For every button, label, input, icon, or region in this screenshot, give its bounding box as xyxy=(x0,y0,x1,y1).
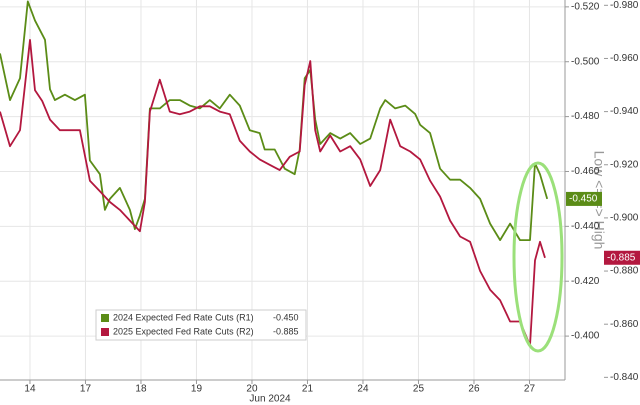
y-tick-label: -0.420 xyxy=(571,276,600,287)
y-tick-label: -0.460 xyxy=(571,166,600,177)
y-tick-label: -0.400 xyxy=(571,331,600,342)
x-tick-label: 21 xyxy=(302,384,314,395)
last-value-tag xyxy=(566,191,602,206)
y2-tick-label: -0.920 xyxy=(610,159,639,170)
x-axis-label: Jun 2024 xyxy=(249,394,291,405)
legend-swatch xyxy=(101,314,109,322)
y-tick-label: -0.520 xyxy=(571,1,600,12)
y-tick-label: -0.440 xyxy=(571,221,600,232)
y2-tick-label: -0.880 xyxy=(610,266,639,277)
legend xyxy=(95,309,307,341)
legend-value: -0.450 xyxy=(273,312,299,322)
x-tick-label: 14 xyxy=(24,384,36,395)
legend-value: -0.885 xyxy=(273,326,299,336)
y2-tick-label: -0.940 xyxy=(610,106,639,117)
y2-tick-label: -0.900 xyxy=(610,213,639,224)
x-tick-label: 17 xyxy=(80,384,92,395)
x-tick-label: 18 xyxy=(135,384,147,395)
x-tick-label: 27 xyxy=(524,384,536,395)
x-tick-label: 24 xyxy=(357,384,369,395)
legend-label: 2025 Expected Fed Rate Cuts (R2) xyxy=(113,326,254,336)
series-line xyxy=(0,0,549,242)
y-tick-label: -0.480 xyxy=(571,111,600,122)
y2-tick-label: -0.860 xyxy=(610,319,639,330)
last-value-tag xyxy=(604,250,640,265)
x-tick-label: 20 xyxy=(246,384,258,395)
legend-label: 2024 Expected Fed Rate Cuts (R1) xyxy=(113,312,254,322)
last-value-label: -0.450 xyxy=(569,194,598,205)
y2-tick-label: -0.960 xyxy=(610,53,639,64)
plot xyxy=(0,0,549,347)
highlight-ellipse xyxy=(512,161,564,353)
series-line xyxy=(0,39,546,347)
y2-tick-label: -0.840 xyxy=(610,372,639,383)
last-value-label: -0.885 xyxy=(607,252,636,263)
legend-swatch xyxy=(101,328,109,336)
x-tick-label: 19 xyxy=(191,384,203,395)
x-tick-label: 25 xyxy=(413,384,425,395)
x-tick-label: 26 xyxy=(468,384,480,395)
y2-tick-label: -0.980 xyxy=(610,0,639,11)
y-tick-label: -0.500 xyxy=(571,56,600,67)
